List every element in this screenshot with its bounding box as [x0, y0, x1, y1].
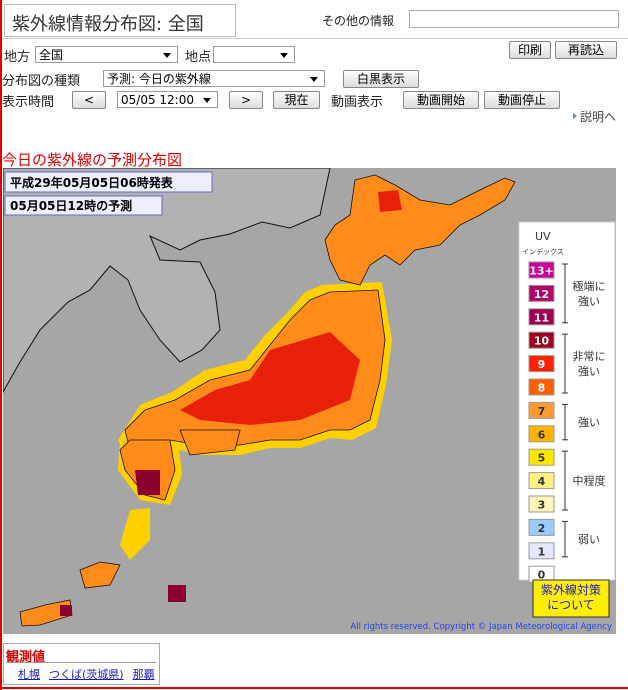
time-select[interactable]: 05/05 12:00 [117, 91, 218, 108]
uv-measures-button[interactable] [532, 579, 610, 618]
forecast-box [4, 195, 163, 216]
legend-level: 7 [538, 405, 546, 418]
time-label: 表示時間 [2, 95, 55, 110]
observation-links: 札幌 つくば(茨城県) 那覇 [18, 666, 164, 682]
header-rule [2, 38, 628, 39]
legend-swatch [528, 355, 555, 373]
legend-level: 1 [538, 545, 546, 558]
observations-rule [6, 662, 156, 663]
legend-title: UV [535, 230, 551, 243]
animation-label: 動画表示 [331, 95, 384, 110]
other-info-input[interactable] [409, 10, 619, 28]
legend-swatch [528, 261, 555, 279]
legend-swatch [528, 378, 555, 396]
map-heading: 今日の紫外線の予測分布図 [2, 151, 183, 169]
legend-group-label: 中程度 [573, 475, 606, 488]
legend-level: 0 [538, 569, 546, 582]
legend-swatch [528, 542, 555, 560]
observations-box [3, 643, 160, 685]
legend-swatch [528, 448, 555, 466]
title-box [4, 4, 236, 37]
copyright: All rights reserved. Copyright © Japan M… [350, 622, 612, 632]
point-select[interactable] [213, 46, 295, 63]
region-label: 地方 [4, 50, 31, 65]
prev-button[interactable]: < [72, 91, 106, 109]
uv-measures-line[interactable]: 紫外線対策 [541, 582, 601, 597]
legend-level: 9 [538, 358, 546, 371]
region-select[interactable]: 全国 [35, 46, 178, 63]
frame-left [0, 0, 2, 690]
legend-level: 6 [538, 428, 546, 441]
reload-button[interactable]: 再読込 [555, 41, 617, 59]
legend-level: 5 [538, 452, 546, 465]
continent [3, 168, 331, 394]
observation-link[interactable]: 札幌 [18, 668, 40, 681]
print-button[interactable]: 印刷 [509, 41, 551, 59]
legend-swatch [528, 308, 555, 326]
start-button[interactable]: 動画開始 [403, 91, 479, 109]
legend-level: 13+ [529, 265, 554, 278]
help-link[interactable]: 説明へ [580, 110, 617, 124]
legend-level: 8 [538, 382, 546, 395]
legend-group-label: 強い [578, 416, 600, 429]
forecast-text: 05月05日12時の予測 [10, 198, 132, 213]
legend-group-label: 弱い [578, 533, 600, 546]
uv-measures-text[interactable]: 紫外線対策について [541, 582, 601, 612]
legend-level: 4 [538, 475, 546, 488]
uv-measures-line[interactable]: について [547, 598, 595, 612]
legend-swatch [528, 284, 555, 302]
legend-level: 2 [538, 522, 546, 535]
legend-level: 12 [534, 288, 549, 301]
legend-level: 10 [534, 335, 550, 348]
next-button[interactable]: > [229, 91, 263, 109]
other-info-label: その他の情報 [322, 14, 395, 28]
observations-title: 観測値 [6, 650, 46, 665]
observation-link[interactable]: 那覇 [132, 668, 155, 681]
point-label: 地点 [185, 50, 212, 65]
legend-group-label: 強い [578, 295, 600, 308]
legend-group-label: 強い [578, 365, 600, 378]
japan-high [180, 190, 402, 425]
uv-map: 平成29年05月05日06時発表 05月05日12時の予測 UV インデックス … [3, 168, 616, 634]
legend-swatch [528, 518, 555, 536]
now-button[interactable]: 現在 [273, 91, 320, 109]
issued-text: 平成29年05月05日06時発表 [10, 175, 174, 190]
legend-group-label: 非常に [573, 350, 606, 363]
map-type-select[interactable]: 予測: 今日の紫外線 [103, 70, 325, 87]
help-arrow [573, 113, 577, 119]
legend-group-label: 極端に [573, 279, 606, 293]
monochrome-button[interactable]: 白黒表示 [343, 70, 419, 88]
japan-extreme [60, 470, 186, 616]
legend-swatch [528, 331, 555, 349]
legend-level: 11 [534, 311, 549, 324]
legend-subtitle: インデックス [522, 247, 564, 256]
legend-swatch [528, 495, 555, 513]
map-type-label: 分布図の種類 [2, 74, 81, 89]
legend-swatch [528, 401, 555, 419]
observation-link[interactable]: つくば(茨城県) [49, 668, 124, 681]
legend-swatch [528, 425, 555, 443]
legend-swatch [528, 472, 555, 490]
stop-button[interactable]: 動画停止 [484, 91, 560, 109]
issued-box [4, 171, 213, 193]
page-title: 紫外線情報分布図: 全国 [12, 14, 204, 35]
legend-level: 3 [538, 499, 546, 512]
frame-bottom [0, 687, 628, 689]
